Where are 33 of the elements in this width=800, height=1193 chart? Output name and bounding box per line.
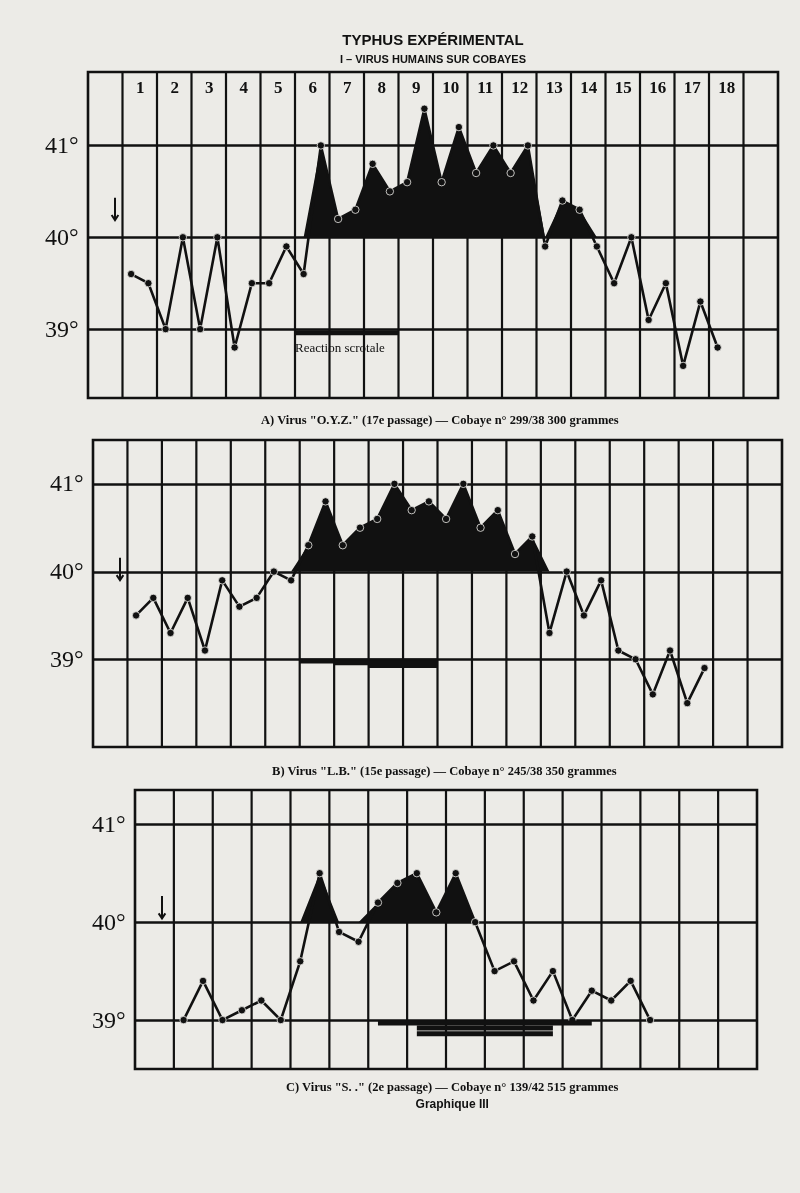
x-tick-label: 10 [442,77,460,97]
x-tick-label: 15 [614,77,632,97]
x-tick-label: 17 [683,77,702,97]
x-tick-label: 5 [274,77,283,97]
y-tick-label: 41° [44,131,79,158]
x-tick-label: 9 [412,77,421,97]
y-tick-label: 40° [44,223,79,250]
x-tick-label: 16 [649,77,667,97]
x-tick-label: 18 [718,77,736,97]
x-tick-label: 6 [308,77,317,97]
x-tick-label: 1 [136,77,145,97]
x-tick-label: 12 [511,77,529,97]
x-tick-label: 11 [477,77,494,97]
chart-title: TYPHUS EXPÉRIMENTAL [342,30,524,48]
y-tick-label: 41° [91,810,126,837]
text: Graphique III [415,1097,489,1111]
text: C) Virus "S. ." (2e passage) — Cobaye n° 139/42 515 grammes [286,1080,619,1094]
y-tick-label: 39° [49,645,84,672]
y-tick-label: 40° [91,908,126,935]
x-tick-label: 13 [545,77,563,97]
y-tick-label: 41° [49,470,84,497]
x-tick-label: 8 [377,77,386,97]
x-tick-label: 14 [580,77,598,97]
x-tick-label: 3 [205,77,214,97]
y-tick-label: 39° [91,1006,126,1033]
y-tick-label: 40° [49,558,84,585]
text: A) Virus "O.Y.Z." (17e passage) — Cobaye n° 299/38 300 grammes [261,413,619,427]
x-tick-label: 7 [343,77,352,97]
y-tick-label: 39° [44,315,79,342]
chart-subtitle: I – VIRUS HUMAINS SUR COBAYES [339,52,527,65]
x-tick-label: 4 [239,77,249,97]
text: B) Virus "L.B." (15e passage) — Cobaye n° 245/38 350 grammes [272,764,617,778]
x-tick-label: 2 [170,77,179,97]
